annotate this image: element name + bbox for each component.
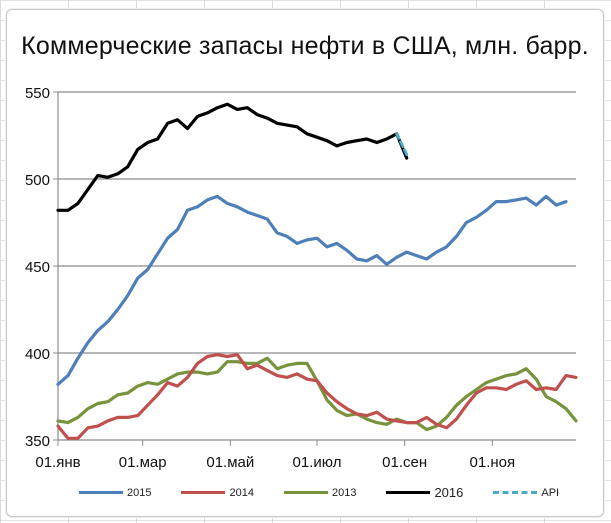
legend-swatch-2016 [386, 491, 431, 494]
y-tick-label: 350 [25, 433, 50, 450]
legend-item-2015: 2015 [79, 487, 151, 499]
legend-swatch-2015 [79, 491, 123, 494]
legend: 2015 2014 2013 2016 API [79, 485, 559, 500]
plot-area: 350 400 450 500 550 01.янв 01.мар 01.май 01.июл 0… [25, 85, 578, 471]
series-line-api [395, 132, 409, 157]
legend-item-2013: 2013 [283, 486, 357, 499]
x-tick-label: 01.июл [293, 454, 342, 471]
x-tick-label: 01.янв [35, 454, 80, 471]
legend-label: 2015 [127, 486, 152, 499]
y-tick-label: 550 [25, 85, 50, 102]
legend-item-2014: 2014 [181, 486, 254, 499]
legend-label: 2016 [434, 485, 464, 500]
y-tick-label: 400 [25, 346, 50, 363]
legend-label: API [541, 486, 560, 499]
series-line-2013 [56, 356, 578, 432]
x-tick-label: 01.ноя [470, 454, 516, 471]
legend-swatch-2013 [283, 491, 328, 494]
legend-label: 2014 [229, 486, 254, 499]
chart-container[interactable]: Коммерческие запасы нефти в США, млн. ба… [6, 9, 604, 517]
legend-item-2016: 2016 [386, 485, 463, 500]
legend-label: 2013 [331, 486, 357, 499]
x-tick-label: 01.сен [382, 454, 427, 471]
chart-title: Коммерческие запасы нефти в США, млн. ба… [21, 32, 589, 60]
series-line-2016 [56, 102, 409, 212]
y-tick-label: 450 [25, 259, 50, 276]
series-line-2014 [56, 353, 578, 440]
x-tick-label: 01.май [206, 454, 254, 471]
legend-item-api: API [493, 487, 559, 499]
legend-swatch-api [493, 491, 538, 494]
x-tick-label: 01.мар [119, 454, 167, 471]
legend-swatch-2014 [181, 491, 226, 494]
series-line-2015 [56, 194, 568, 386]
y-tick-label: 500 [25, 172, 50, 189]
